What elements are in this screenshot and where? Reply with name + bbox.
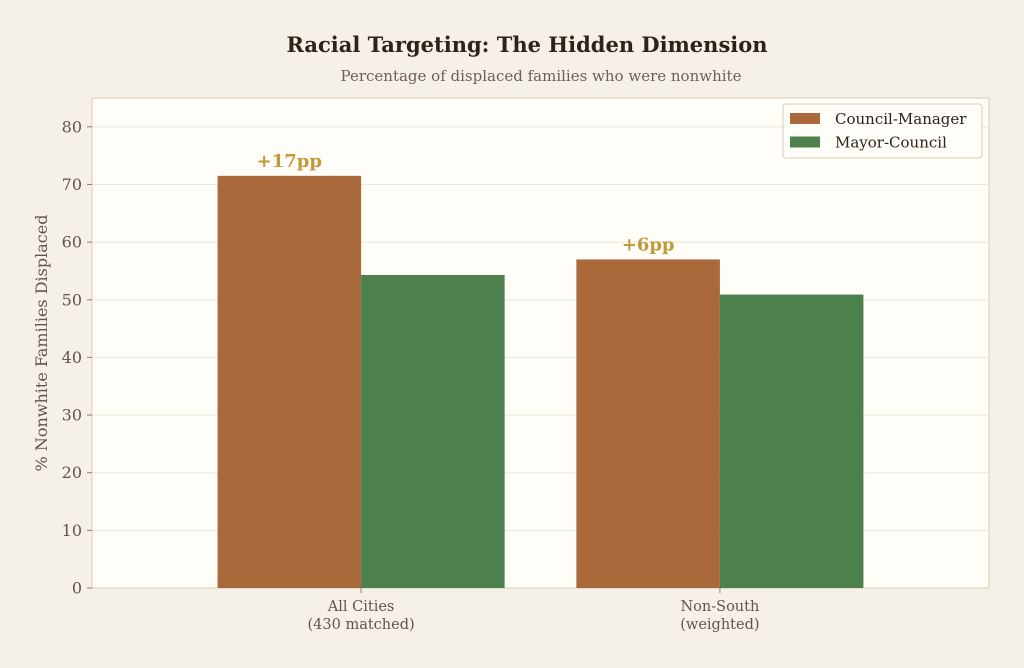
legend-label: Mayor-Council [835,134,947,152]
legend-label: Council-Manager [835,110,967,128]
bar-mayor-council-1 [719,294,864,588]
y-axis-ticks: 0 10 20 30 40 50 60 70 80 [62,117,92,598]
chart-subtitle: Percentage of displaced families who wer… [341,67,742,85]
y-axis-label: % Nonwhite Families Displaced [32,215,51,472]
legend: Council-Manager Mayor-Council [782,103,983,159]
y-tick-label: 0 [72,579,82,598]
x-axis-ticks: All Cities (430 matched) Non-South (weighte… [308,588,760,633]
annotations: +17pp +6pp [257,151,675,256]
chart-title: Racial Targeting: The Hidden Dimension [286,32,767,57]
bars [217,175,864,588]
annotation-label: +17pp [257,151,322,172]
annotation-label: +6pp [622,234,675,255]
legend-swatch [790,113,820,124]
legend-swatch [790,136,820,148]
x-tick-label: (weighted) [680,617,759,633]
bar-council-manager-1 [576,259,720,588]
y-tick-label: 50 [62,290,82,309]
y-tick-label: 70 [62,175,82,194]
bar-council-manager-0 [217,175,362,588]
y-tick-label: 60 [62,233,82,252]
y-tick-label: 20 [62,463,82,482]
y-tick-label: 40 [62,348,82,367]
y-tick-label: 80 [62,117,82,136]
y-tick-label: 10 [62,521,82,540]
x-tick-label: (430 matched) [308,617,415,633]
x-tick-label: Non-South [680,599,759,615]
legend-box [782,103,983,159]
x-tick-label: All Cities [327,599,395,615]
y-tick-label: 30 [62,406,82,425]
bar-mayor-council-0 [361,274,505,588]
